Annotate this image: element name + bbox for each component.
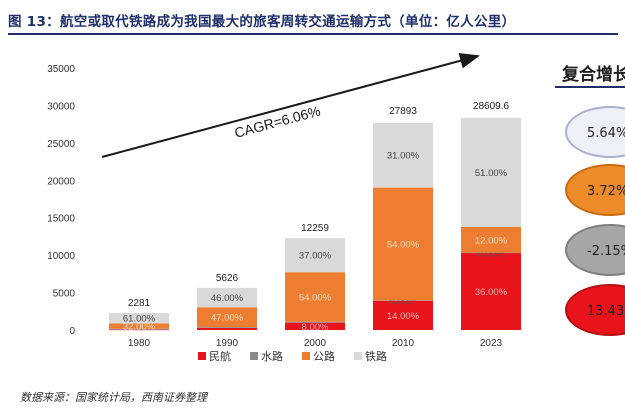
- bar-data-label: 0.00%: [478, 248, 505, 259]
- chart-title: 图 13：航空或取代铁路成为我国最大的旅客周转交通运输方式（单位：亿人公里）: [8, 14, 516, 30]
- bar-data-label: 0.00%: [390, 296, 417, 307]
- x-tick-label: 2000: [304, 338, 327, 349]
- bar-total-label: 28609.6: [473, 101, 510, 112]
- cagr-bubble: 13.43%: [565, 284, 625, 336]
- bar-data-label: 31.00%: [387, 151, 420, 162]
- x-tick-label: 1990: [216, 338, 239, 349]
- bar-segment: [197, 327, 257, 328]
- x-tick-label: 2010: [392, 338, 415, 349]
- bar-segment: [109, 312, 169, 324]
- bar-data-label: 54.00%: [299, 292, 332, 303]
- bar-segment: [373, 300, 433, 301]
- y-tick-label: 10000: [47, 251, 75, 262]
- legend-label: 民航: [209, 349, 231, 363]
- bar-segment: [197, 307, 257, 328]
- bar-data-label: 54.00%: [387, 239, 420, 250]
- source-note: 数据来源：国家统计局，西南证券整理: [20, 391, 207, 404]
- bar-total-label: 2281: [128, 298, 151, 309]
- side-panel-divider: [555, 86, 625, 88]
- bar-data-label: 14.00%: [387, 311, 420, 322]
- bar-data-label: 37.00%: [299, 251, 332, 262]
- side-panel-title: 复合增长: [562, 65, 625, 85]
- x-tick-label: 1980: [128, 338, 151, 349]
- stacked-bar-chart: 0 5000 10000 15000 20000 25000 30000 35000 32.0…: [47, 52, 521, 363]
- legend-swatch: [250, 352, 258, 360]
- bar-segment: [109, 328, 169, 330]
- bar-segment: [461, 252, 521, 254]
- x-tick-label: 2023: [480, 338, 503, 349]
- bar-segment: [285, 321, 345, 323]
- bar-data-label: 36.00%: [475, 287, 508, 298]
- legend-swatch: [198, 352, 206, 360]
- y-tick-label: 35000: [47, 64, 75, 75]
- cagr-bubble: -2.15%: [565, 224, 625, 276]
- bar-segment: [285, 322, 345, 330]
- legend-swatch: [354, 352, 362, 360]
- cagr-bubble: 3.72%: [565, 164, 625, 216]
- cagr-arrow: [101, 52, 480, 158]
- y-tick-label: 25000: [47, 139, 75, 150]
- bar-segment: [197, 327, 257, 330]
- legend-label: 公路: [313, 350, 335, 363]
- legend-label: 铁路: [365, 350, 387, 363]
- bar-data-label: 46.00%: [211, 293, 244, 304]
- bar-segment: [461, 226, 521, 253]
- y-tick-label: 20000: [47, 176, 75, 187]
- bar-segment: [285, 272, 345, 322]
- bar-segment: [109, 323, 169, 329]
- bar-data-label: 47.00%: [211, 313, 244, 324]
- bar-data-label: 12.00%: [475, 235, 508, 246]
- bar-segment: [197, 287, 257, 308]
- title-divider: [8, 33, 618, 35]
- cagr-bubble: 5.64%: [565, 106, 625, 158]
- legend-label: 水路: [261, 350, 283, 363]
- bar-data-label: 32.00%: [123, 322, 156, 333]
- bar-total-label: 27893: [389, 106, 417, 117]
- bar-segment: [285, 238, 345, 273]
- bar-total-label: 5626: [216, 273, 239, 284]
- bar-segment: [373, 300, 433, 330]
- y-tick-label: 15000: [47, 214, 75, 225]
- bar-data-label: 51.00%: [475, 168, 508, 179]
- y-tick-label: 30000: [47, 101, 75, 112]
- bar-data-label: 61.00%: [123, 314, 156, 325]
- bar-data-label: 8.00%: [302, 322, 329, 333]
- bar-segment: [373, 122, 433, 188]
- bar-segment: [461, 117, 521, 227]
- bar-segment: [461, 252, 521, 330]
- bar-total-label: 12259: [301, 223, 329, 234]
- cagr-annotation: CAGR=6.06%: [233, 103, 322, 141]
- y-tick-label: 5000: [53, 289, 76, 300]
- legend-swatch: [302, 352, 310, 360]
- y-tick-label: 0: [69, 326, 75, 337]
- bar-segment: [373, 187, 433, 301]
- bar-segment: [109, 329, 169, 331]
